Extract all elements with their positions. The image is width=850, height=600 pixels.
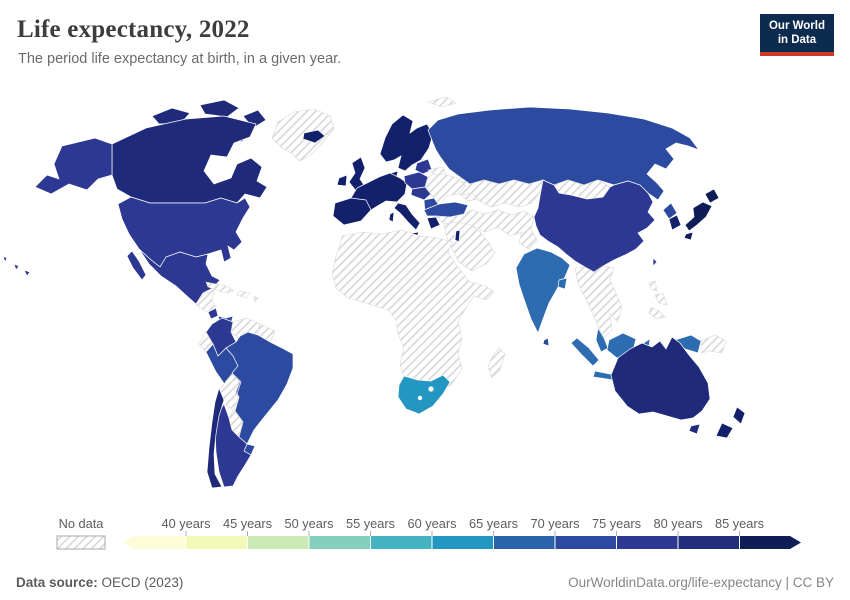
country-china[interactable]: [533, 179, 656, 273]
owid-cc-link[interactable]: OurWorldinData.org/life-expectancy | CC …: [568, 575, 834, 590]
owid-logo-line2: in Data: [777, 34, 817, 47]
data-source-value: OECD (2023): [101, 575, 184, 590]
region-hawaii[interactable]: [2, 255, 31, 277]
country-poland[interactable]: [403, 171, 429, 190]
legend-bin-65-70[interactable]: [494, 536, 555, 549]
country-papua-new-guinea[interactable]: [700, 334, 727, 354]
legend-tick-80: 80 years: [653, 516, 702, 531]
country-israel[interactable]: [454, 229, 461, 243]
legend-tick-60: 60 years: [407, 516, 456, 531]
legend-bin-55-60[interactable]: [371, 536, 432, 549]
country-bangladesh[interactable]: [557, 277, 568, 290]
legend-no-data-label: No data: [59, 516, 105, 531]
legend-bin-70-75[interactable]: [555, 536, 617, 549]
chart-footer: Data source: OECD (2023) OurWorldinData.…: [0, 575, 850, 590]
country-malaysia[interactable]: [595, 327, 609, 353]
region-alaska[interactable]: [34, 137, 113, 195]
country-philippines[interactable]: [648, 280, 668, 320]
owid-logo[interactable]: Our World in Data: [759, 14, 834, 56]
country-greenland[interactable]: [271, 108, 335, 162]
region-se-asia[interactable]: [574, 265, 623, 339]
country-australia[interactable]: [610, 336, 711, 435]
region-africa[interactable]: [331, 229, 495, 393]
region-caucasus[interactable]: [460, 192, 480, 202]
country-taiwan[interactable]: [652, 257, 658, 267]
legend-bin-45-50[interactable]: [248, 536, 309, 549]
legend-bin-75-80[interactable]: [617, 536, 678, 549]
country-canada[interactable]: [111, 115, 268, 204]
legend-no-data-swatch[interactable]: [56, 535, 106, 550]
legend-tick-75: 75 years: [592, 516, 641, 531]
legend-tick-65: 65 years: [469, 516, 518, 531]
country-svalbard[interactable]: [427, 96, 457, 108]
legend-bin-40-45[interactable]: [186, 536, 248, 549]
country-japan[interactable]: [683, 188, 720, 241]
page-subtitle: The period life expectancy at birth, in …: [18, 51, 342, 67]
country-chile[interactable]: [206, 386, 225, 489]
region-caribbean[interactable]: [205, 281, 259, 303]
country-greece[interactable]: [426, 216, 441, 230]
legend-bin-over-85[interactable]: [740, 536, 801, 549]
legend-tick-50: 50 years: [284, 516, 333, 531]
legend-bin-60-65[interactable]: [432, 536, 494, 549]
region-baltics[interactable]: [414, 158, 433, 175]
country-iceland[interactable]: [302, 129, 326, 144]
data-source: Data source: OECD (2023): [16, 575, 183, 590]
map-legend: No data 40 years 45 years 50 years 55 ye…: [56, 516, 801, 550]
legend-bin-80-85[interactable]: [678, 536, 740, 549]
country-madagascar[interactable]: [487, 347, 506, 379]
legend-tick-55: 55 years: [346, 516, 395, 531]
owid-logo-line1: Our World: [768, 20, 825, 32]
legend-bin-50-55[interactable]: [309, 536, 371, 549]
country-south-korea[interactable]: [668, 214, 682, 231]
region-western-europe[interactable]: [332, 172, 421, 239]
legend-tick-45: 45 years: [223, 516, 272, 531]
country-india[interactable]: [515, 247, 571, 334]
chart-header: Life expectancy, 2022 The period life ex…: [0, 0, 850, 67]
legend-tick-85: 85 years: [715, 516, 764, 531]
country-eswatini[interactable]: [417, 395, 423, 401]
world-map: [2, 96, 746, 489]
legend-tick-40: 40 years: [161, 516, 210, 531]
country-north-korea[interactable]: [662, 202, 678, 220]
legend-tick-70: 70 years: [530, 516, 579, 531]
page-title: Life expectancy, 2022: [17, 16, 250, 43]
region-central-europe[interactable]: [410, 186, 433, 201]
country-sri-lanka[interactable]: [542, 337, 550, 347]
data-source-label: Data source:: [16, 575, 98, 590]
country-lesotho[interactable]: [428, 386, 434, 392]
legend-tick-marks: [185, 531, 740, 536]
country-new-zealand[interactable]: [715, 406, 746, 439]
country-south-africa[interactable]: [397, 374, 451, 415]
region-central-america[interactable]: [195, 289, 217, 313]
legend-bin-under-40[interactable]: [123, 536, 186, 549]
country-mexico[interactable]: [126, 248, 221, 305]
